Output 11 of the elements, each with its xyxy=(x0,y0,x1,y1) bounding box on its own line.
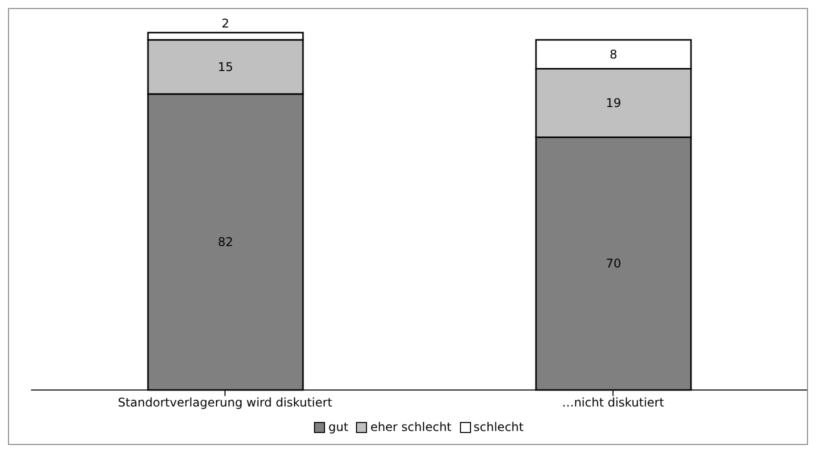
legend-label: gut xyxy=(328,420,348,434)
data-label: 19 xyxy=(606,96,622,110)
legend-label: schlecht xyxy=(474,420,524,434)
x-tick-label: …nicht diskutiert xyxy=(562,396,664,410)
data-label: 82 xyxy=(218,234,234,249)
data-label: 2 xyxy=(222,16,230,31)
data-label: 70 xyxy=(606,256,622,271)
data-label: 8 xyxy=(610,47,618,62)
data-label: 15 xyxy=(218,60,234,74)
x-tick-label: Standortverlagerung wird diskutiert xyxy=(118,396,332,410)
legend-label: eher schlecht xyxy=(370,420,452,434)
